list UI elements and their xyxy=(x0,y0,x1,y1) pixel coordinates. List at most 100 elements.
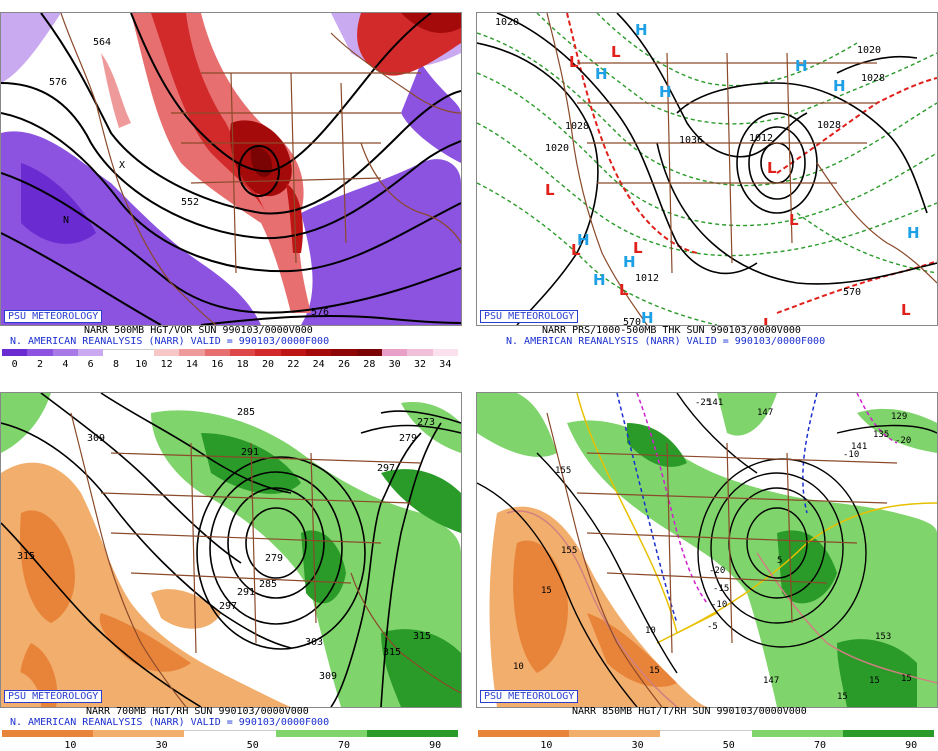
colorbar-tick-label: 26 xyxy=(337,359,351,370)
colorbar-tick-label: 24 xyxy=(312,359,325,370)
contour-label: 297 xyxy=(219,601,237,612)
colorbar-swatch xyxy=(154,349,180,356)
colorbar-tick-label: 90 xyxy=(429,740,442,751)
contour-label: 135 xyxy=(873,430,889,440)
contour-label: -20 xyxy=(709,566,725,576)
contour-label: -25 xyxy=(695,398,711,408)
thickness-570a: 570 xyxy=(843,287,861,298)
dry-area xyxy=(1,462,291,707)
low-pressure-center: L xyxy=(611,43,621,61)
contour-label: 153 xyxy=(875,632,891,642)
colorbar-swatch xyxy=(280,349,306,356)
vorticity-high-band xyxy=(131,13,311,313)
vorticity-colorbar: 0 2 4 6 8 10 12 14 16 18 20 22 24 26 28 30 32 34 xyxy=(2,349,458,371)
colorbar-swatch xyxy=(204,349,230,356)
low-pressure-center: L xyxy=(545,181,555,199)
contour-label: 291 xyxy=(241,447,259,458)
colorbar-swatch xyxy=(366,730,458,737)
colorbar-swatch xyxy=(52,349,78,356)
contour-label: 309 xyxy=(319,671,337,682)
high-pressure-center: H xyxy=(623,253,636,271)
contour-label: 147 xyxy=(757,408,773,418)
vorticity-low-area xyxy=(1,131,261,325)
caption-line1: NARR 850MB HGT/T/RH SUN 990103/0000V000 xyxy=(572,706,807,717)
contour-label: 291 xyxy=(237,587,255,598)
colorbar-swatch xyxy=(331,349,357,356)
high-pressure-center: H xyxy=(593,271,606,289)
contour-label-564: 564 xyxy=(93,37,111,48)
colorbar-tick-label: 20 xyxy=(261,359,275,370)
low-pressure-center: L xyxy=(767,159,777,177)
colorbar-tick-label: 70 xyxy=(337,740,351,751)
colorbar-swatch xyxy=(569,730,661,737)
panel-850mb-temp-rh: 155 141 147 129 135 141 155 15 -20 -15 -… xyxy=(476,388,938,751)
contour-label: 129 xyxy=(891,412,907,422)
panel-700mb-rh: 309 285 291 273 279 297 315 279 285 297 … xyxy=(0,388,462,751)
contour-label: 15 xyxy=(837,692,848,702)
colorbar-swatch xyxy=(255,349,281,356)
contour-label: -10 xyxy=(711,600,727,610)
colorbar-swatch xyxy=(184,730,276,738)
low-pressure-center: L xyxy=(901,301,911,319)
contour-label: 15 xyxy=(869,676,880,686)
vorticity-map: 564 576 552 576 N X xyxy=(0,12,462,326)
colorbar-tick-label: 10 xyxy=(135,359,148,370)
contour-label: 315 xyxy=(413,631,431,642)
colorbar-swatch xyxy=(103,349,129,357)
pressure-thickness-map: 1020 1028 1020 1036 1012 1028 1020 570 1… xyxy=(476,12,938,326)
contour-label: -15 xyxy=(713,584,729,594)
colorbar-swatch xyxy=(660,730,752,738)
colorbar-swatch xyxy=(382,349,408,356)
low-pressure-center: L xyxy=(571,241,581,259)
colorbar-tick-label: 6 xyxy=(87,359,94,370)
colorbar-swatch xyxy=(230,349,256,356)
contour-label: 279 xyxy=(265,553,283,564)
colorbar-tick-label: 90 xyxy=(905,740,918,751)
high-pressure-center: H xyxy=(595,65,608,83)
low-pressure-center: L xyxy=(763,315,773,325)
contour-label: 10 xyxy=(645,626,656,636)
contour-label: 285 xyxy=(237,407,255,418)
low-pressure-center: L xyxy=(569,53,579,71)
contour-label: 285 xyxy=(259,579,277,590)
colorbar-tick-label: 16 xyxy=(211,359,224,370)
colorbar-swatch xyxy=(27,349,53,356)
colorbar-tick-label: 4 xyxy=(62,359,69,370)
colorbar-swatch xyxy=(751,730,843,737)
high-pressure-center: H xyxy=(795,57,808,75)
low-pressure-center: L xyxy=(789,211,799,229)
caption-line1: NARR 500MB HGT/VOR SUN 990103/0000V000 xyxy=(84,325,313,336)
contour-label: 303 xyxy=(305,637,323,648)
isobar-1028b: 1028 xyxy=(817,120,841,131)
colorbar-swatch xyxy=(2,730,94,737)
colorbar-tick-label: 30 xyxy=(388,359,401,370)
contour-label: 273 xyxy=(417,417,435,428)
colorbar-tick-label: 30 xyxy=(631,740,644,751)
contour-label-576: 576 xyxy=(49,77,67,88)
contour-label: 297 xyxy=(377,463,395,474)
colorbar-swatch xyxy=(842,730,934,737)
contour-label: 5 xyxy=(777,556,782,566)
isobar-1036: 1036 xyxy=(679,135,703,146)
colorbar-tick-label: 28 xyxy=(363,359,376,370)
colorbar-tick-label: 8 xyxy=(112,359,120,370)
contour-label: 15 xyxy=(541,586,552,596)
contour-label: 147 xyxy=(763,676,779,686)
colorbar-tick-label: 50 xyxy=(722,740,735,751)
contour-label: -5 xyxy=(707,622,718,632)
panel-500mb-vorticity: 564 576 552 576 N X PSU METEOROLOGY NARR… xyxy=(0,0,462,375)
high-pressure-center: H xyxy=(833,77,846,95)
colorbar-tick-label: 18 xyxy=(236,359,249,370)
colorbar-swatch xyxy=(306,349,332,356)
caption-line1: NARR 700MB HGT/RH SUN 990103/0000V000 xyxy=(86,706,309,717)
colorbar-swatch xyxy=(93,730,185,737)
high-pressure-center: H xyxy=(635,21,648,39)
caption-line2: N. AMERICAN REANALYSIS (NARR) VALID = 99… xyxy=(10,717,330,728)
contour-label: -10 xyxy=(843,450,859,460)
colorbar-swatch xyxy=(432,349,458,356)
colorbar-tick-label: 50 xyxy=(246,740,259,751)
isobar-1028a: 1028 xyxy=(565,121,589,132)
colorbar-swatch xyxy=(407,349,433,356)
colorbar-swatch xyxy=(275,730,367,737)
isobar-1020a: 1020 xyxy=(495,17,519,28)
